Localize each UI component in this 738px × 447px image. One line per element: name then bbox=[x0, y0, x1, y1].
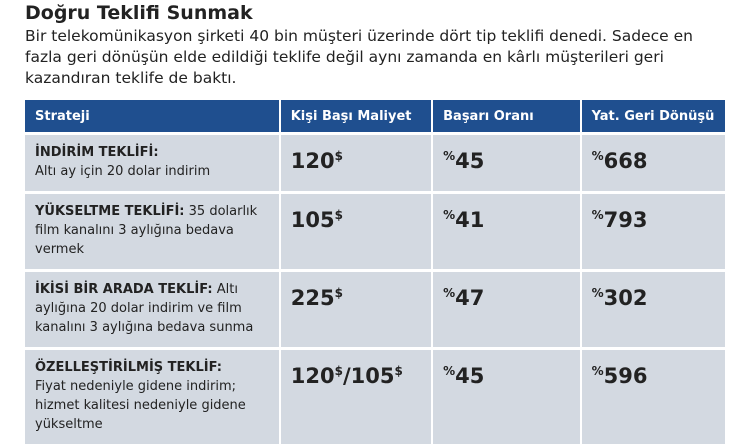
strategy-cell: İNDİRİM TEKLİFİ: Altı ay için 20 dolar in… bbox=[25, 132, 280, 193]
roi: %596 bbox=[579, 347, 725, 444]
strategy-name: İKİSİ BİR ARADA TEKLİF: bbox=[35, 282, 213, 297]
cost: 105$ bbox=[278, 191, 433, 271]
offer-table: Strateji Kişi Başı Maliyet Başarı Oranı Yat… bbox=[25, 100, 725, 444]
cost: 120$ bbox=[278, 132, 433, 193]
roi: %302 bbox=[579, 269, 725, 349]
column-header: Başarı Oranı bbox=[431, 100, 581, 134]
success-rate: %45 bbox=[431, 132, 581, 193]
table-row: İKİSİ BİR ARADA TEKLİF: Altı aylığına 20… bbox=[25, 269, 725, 349]
intro: Bir telekomünikasyon şirketi 40 bin müşt… bbox=[25, 27, 693, 87]
cost: 225$ bbox=[278, 269, 433, 349]
roi: %793 bbox=[579, 191, 725, 271]
success-rate: %47 bbox=[431, 269, 581, 349]
strategy-name: İNDİRİM TEKLİFİ: bbox=[35, 145, 159, 160]
strategy-description: Altı ay için 20 dolar indirim bbox=[35, 164, 211, 179]
strategy-cell: İKİSİ BİR ARADA TEKLİF: Altı aylığına 20… bbox=[25, 269, 280, 349]
success-rate: %45 bbox=[431, 347, 581, 444]
column-header: Yat. Geri Dönüşü bbox=[579, 100, 725, 134]
header-row: Strateji Kişi Başı Maliyet Başarı Oranı Yat… bbox=[25, 100, 725, 134]
success-rate: %41 bbox=[431, 191, 581, 271]
strategy-description: Altı aylığına 20 dolar indirim ve film k… bbox=[35, 282, 254, 335]
strategy-description: 35 dolarlık film kanalını 3 aylığına bed… bbox=[35, 204, 258, 257]
cost: 120$/105$ bbox=[278, 347, 433, 444]
strategy-cell: YÜKSELTME TEKLİFİ: 35 dolarlık film kana… bbox=[25, 191, 280, 271]
table-row: İNDİRİM TEKLİFİ: Altı ay için 20 dolar in… bbox=[25, 132, 725, 193]
strategy-name: YÜKSELTME TEKLİFİ: bbox=[35, 204, 185, 219]
column-header: Strateji bbox=[25, 100, 280, 134]
column-header: Kişi Başı Maliyet bbox=[278, 100, 433, 134]
table-row: YÜKSELTME TEKLİFİ: 35 dolarlık film kana… bbox=[25, 191, 725, 271]
strategy-description: Fiyat nedeniyle gidene indirim; hizmet k… bbox=[35, 379, 246, 432]
table-body: İNDİRİM TEKLİFİ: Altı ay için 20 dolar in… bbox=[25, 132, 725, 444]
strategy-name: ÖZELLEŞTİRİLMİŞ TEKLİF: bbox=[35, 360, 222, 375]
roi: %668 bbox=[579, 132, 725, 193]
strategy-cell: ÖZELLEŞTİRİLMİŞ TEKLİF: Fiyat nedeniyle g… bbox=[25, 347, 280, 444]
table-row: ÖZELLEŞTİRİLMİŞ TEKLİF: Fiyat nedeniyle g… bbox=[25, 347, 725, 444]
title: Doğru Teklifi Sunmak bbox=[25, 2, 253, 24]
